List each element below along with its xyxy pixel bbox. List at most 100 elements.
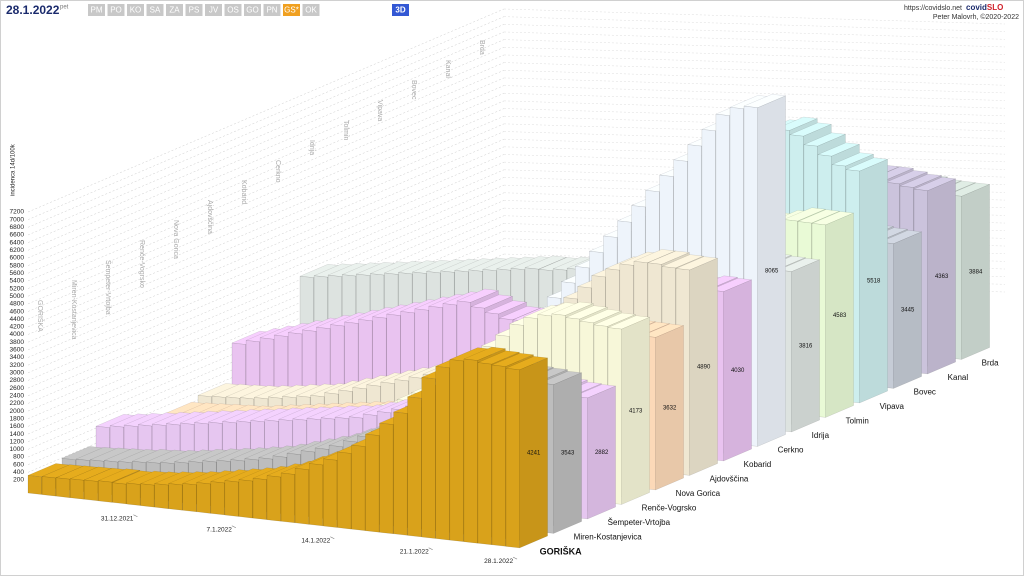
filter-button-label[interactable]: ZA	[169, 6, 180, 15]
filter-button[interactable]	[205, 4, 222, 16]
y-tick-label: 4200	[10, 324, 25, 331]
filter-button[interactable]	[224, 4, 242, 16]
back-wall-label: Brda	[478, 40, 485, 55]
filter-button[interactable]	[302, 4, 320, 16]
back-wall-label: Cerkno	[274, 160, 281, 183]
y-tick-label: 5800	[10, 262, 25, 269]
filter-button[interactable]	[88, 4, 105, 16]
y-tick-label: 200	[13, 477, 24, 484]
y-tick-label: 1200	[10, 438, 25, 445]
grid-line	[503, 62, 1006, 78]
row-label: Cerkno	[778, 446, 804, 455]
filter-button[interactable]	[244, 4, 261, 16]
author: Peter Malovrh, ©2020-2022	[933, 13, 1019, 21]
bar-front	[337, 451, 352, 530]
filter-button-label[interactable]: JV	[209, 6, 219, 15]
filter-button[interactable]	[107, 4, 125, 16]
value-label: 2882	[595, 450, 609, 456]
grid-line	[503, 24, 1006, 40]
filter-button-label[interactable]: SA	[150, 6, 161, 15]
row-label: Renče-Vogrsko	[642, 504, 697, 513]
bar-front	[435, 366, 450, 541]
bar-front	[505, 368, 520, 549]
bar-front	[463, 358, 478, 544]
filter-button[interactable]	[185, 4, 203, 16]
row-label: Kanal	[948, 373, 969, 382]
value-label: 3445	[901, 308, 915, 314]
filter-button[interactable]	[263, 4, 281, 16]
back-wall-label: Renče-Vogrsko	[138, 240, 145, 288]
bar-front	[182, 483, 197, 513]
filter-button-label[interactable]: GS*	[284, 6, 299, 15]
value-label: 3543	[561, 451, 575, 457]
back-wall-label: Vipava	[376, 100, 383, 121]
y-tick-label: 3800	[10, 339, 25, 346]
grid-line	[503, 131, 1006, 147]
value-label: 4173	[629, 408, 643, 414]
back-wall-label: Kobarid	[240, 180, 247, 204]
grid-line	[503, 47, 1006, 63]
value-label: 4583	[833, 313, 847, 319]
bar-front	[154, 483, 169, 509]
filter-button-label[interactable]: PN	[266, 6, 277, 15]
filter-button[interactable]	[166, 4, 183, 16]
y-tick-label: 3200	[10, 362, 25, 369]
bar-front	[168, 483, 183, 511]
bar-front	[252, 477, 267, 520]
bar-front	[27, 475, 42, 495]
bar-front	[196, 482, 211, 514]
y-tick-label: 6800	[10, 224, 25, 231]
row-label: Brda	[982, 359, 999, 368]
back-wall-label: Nova Gorica	[172, 220, 179, 259]
filter-button-label[interactable]: OK	[305, 6, 317, 15]
bar-front	[83, 479, 99, 502]
y-axis-title: incidenca 14d/100k	[11, 143, 17, 196]
filter-button[interactable]	[146, 4, 164, 16]
bar-front	[421, 377, 436, 539]
row-label: Kobarid	[744, 460, 772, 469]
y-tick-label: 6600	[10, 232, 25, 239]
y-tick-label: 6400	[10, 239, 25, 246]
filter-button-label[interactable]: PO	[110, 6, 122, 15]
y-tick-label: 2200	[10, 400, 25, 407]
filter-button[interactable]	[127, 4, 144, 16]
bar-front	[323, 458, 338, 528]
filter-button-label[interactable]: PS	[189, 6, 200, 15]
y-tick-label: 5200	[10, 285, 25, 292]
value-label: 8065	[765, 269, 779, 275]
filter-button-label[interactable]: KO	[130, 6, 142, 15]
value-label: 4241	[527, 450, 541, 456]
filter-button-label[interactable]: GO	[246, 6, 258, 15]
grid-line	[503, 16, 1006, 32]
y-tick-label: 2800	[10, 377, 25, 384]
bar-front	[449, 359, 464, 542]
y-tick-label: 3400	[10, 354, 25, 361]
x-tick	[133, 514, 138, 518]
site[interactable]: https://covidslo.net	[904, 5, 962, 12]
y-tick-label: 5400	[10, 278, 25, 285]
filter-button-label[interactable]: OS	[227, 6, 239, 15]
row-label: Vipava	[880, 402, 905, 411]
y-tick-label: 7000	[10, 216, 25, 223]
grid-line	[503, 54, 1006, 71]
filter-button-label[interactable]: PM	[91, 6, 103, 15]
y-tick-label: 600	[13, 461, 24, 468]
y-tick-label: 4800	[10, 301, 25, 308]
back-wall-label: Idrija	[308, 140, 315, 155]
weekday: pet	[60, 5, 69, 11]
y-tick-label: 6000	[10, 255, 25, 262]
row-label: Šempeter-Vrtojba	[608, 518, 671, 527]
button-bar: PM PO KO SA ZA PS JV OS GO PN GS* OK	[88, 4, 320, 16]
mode-label[interactable]: 3D	[395, 6, 405, 15]
x-tick	[231, 525, 237, 529]
mode-button[interactable]	[392, 4, 409, 16]
row-label: Nova Gorica	[676, 489, 721, 498]
bar-front	[55, 477, 71, 498]
bar-front	[393, 411, 408, 536]
bar-front	[365, 433, 380, 533]
x-tick	[512, 556, 518, 560]
bar-front	[210, 481, 225, 516]
filter-button[interactable]	[283, 4, 300, 16]
y-tick-label: 1400	[10, 431, 25, 438]
